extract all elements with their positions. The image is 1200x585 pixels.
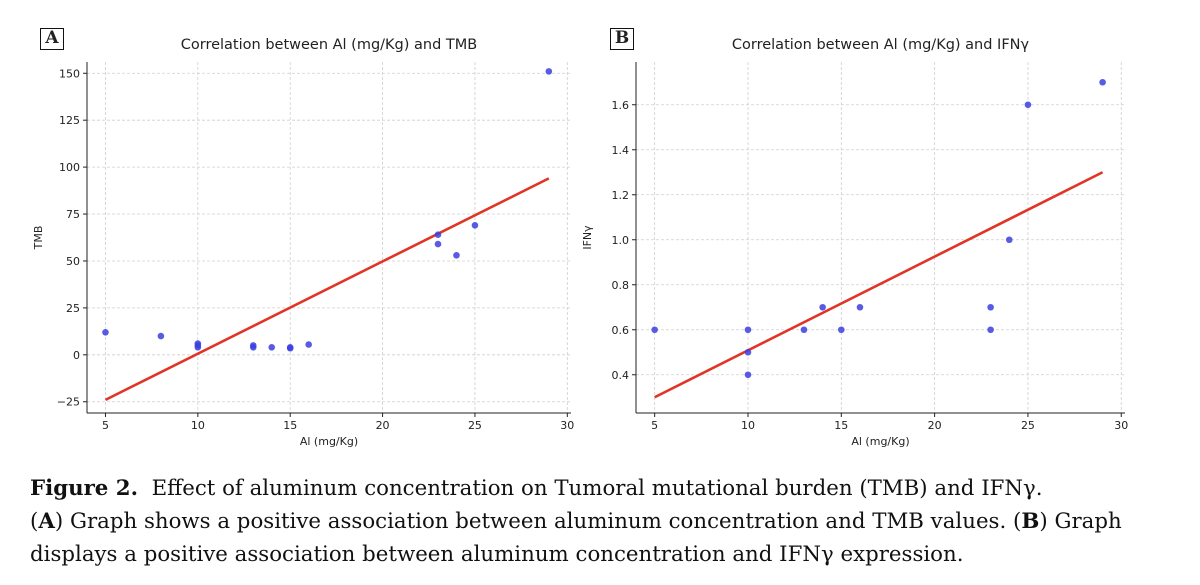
y-tick-label: 100 [59, 161, 80, 174]
data-point [1005, 236, 1013, 244]
y-tick-label: 0.4 [612, 369, 630, 382]
data-point [268, 344, 276, 351]
data-point [286, 344, 294, 352]
x-tick-label: 15 [834, 419, 848, 432]
x-tick-label: 10 [191, 419, 205, 432]
chart-title: Correlation between Al (mg/Kg) and TMB [181, 37, 478, 53]
data-point [744, 371, 752, 379]
scatter-plot-b: 5 10 15 20 25 30 0.4 0.6 0.8 1.0 1.2 1.4 1.6 Correlat… [581, 37, 1128, 448]
chart-title: Correlation between Al (mg/Kg) and IFNγ [732, 37, 1030, 53]
y-tick-label: 150 [59, 67, 80, 80]
x-tick-label: 25 [1021, 419, 1035, 432]
panel-letter-b: B [610, 28, 634, 50]
data-point [434, 240, 442, 248]
regression-line [654, 171, 1104, 399]
data-point [838, 326, 845, 334]
x-tick-label: 15 [283, 419, 297, 432]
x-tick-label: 20 [928, 419, 942, 432]
y-tick-label: 1.4 [612, 144, 630, 157]
y-tick-label: 0.8 [612, 279, 630, 292]
x-tick-label: 30 [560, 419, 574, 432]
caption-text-3: displays a positive association between … [30, 542, 964, 567]
y-tick-label: 125 [59, 114, 80, 127]
caption-text-1: Effect of aluminum concentration on Tumo… [151, 476, 1043, 501]
data-point [800, 326, 808, 334]
data-point [434, 231, 442, 238]
data-point [744, 326, 752, 334]
caption-line-3: displays a positive association between … [30, 538, 1180, 571]
y-tick-label: 25 [66, 302, 80, 315]
caption-text-2: Graph shows a positive association betwe… [69, 509, 1007, 534]
y-tick-label: 50 [66, 255, 80, 268]
data-point [471, 221, 479, 229]
chart-panel-a: 5 10 15 20 25 30 −25 0 25 50 75 100 125 150 Correlatio… [0, 0, 590, 460]
y-tick-label: 1.6 [612, 99, 630, 112]
data-point [987, 303, 994, 311]
y-tick-label: 1.2 [612, 189, 630, 202]
caption-ref-a: A [38, 509, 55, 534]
x-tick-label: 20 [376, 419, 390, 432]
x-tick-label: 30 [1114, 419, 1128, 432]
y-axis-label: TMB [32, 226, 45, 251]
regression-line [104, 177, 550, 402]
y-tick-label: 75 [66, 208, 80, 221]
chart-panel-b: 5 10 15 20 25 30 0.4 0.6 0.8 1.0 1.2 1.4 1.6 Correlat… [581, 0, 1200, 460]
caption-ref-b: B [1021, 509, 1040, 534]
y-tick-label: −25 [57, 396, 80, 409]
y-axis-label: IFNγ [581, 225, 594, 250]
figure-label: Figure 2. [30, 476, 139, 501]
data-point [819, 303, 826, 311]
x-axis-label: Al (mg/Kg) [300, 435, 358, 448]
data-point [987, 326, 994, 334]
y-tick-label: 0 [73, 349, 80, 362]
data-point [1099, 78, 1106, 86]
data-point [856, 303, 864, 311]
x-tick-label: 5 [651, 419, 658, 432]
data-point [744, 348, 752, 356]
data-point [545, 68, 553, 75]
y-tick-label: 1.0 [612, 234, 630, 247]
x-tick-label: 10 [741, 419, 755, 432]
data-point [305, 341, 312, 348]
panel-letter-a: A [40, 28, 64, 50]
data-point [194, 344, 202, 351]
x-tick-label: 5 [102, 419, 109, 432]
x-tick-label: 25 [468, 419, 482, 432]
data-point [249, 344, 257, 351]
data-point [102, 328, 109, 336]
scatter-plot-a: 5 10 15 20 25 30 −25 0 25 50 75 100 125 150 Correlatio… [32, 37, 574, 448]
caption-line-2: (A) Graph shows a positive association b… [30, 509, 1122, 534]
y-tick-label: 0.6 [612, 324, 630, 337]
data-point [1024, 101, 1032, 109]
figure-caption: Figure 2. Effect of aluminum concentrati… [30, 472, 1180, 571]
caption-line-1: Figure 2. Effect of aluminum concentrati… [30, 472, 1180, 505]
data-point [651, 326, 658, 334]
data-point [453, 252, 460, 259]
data-point [157, 332, 165, 340]
x-axis-label: Al (mg/Kg) [851, 435, 909, 448]
